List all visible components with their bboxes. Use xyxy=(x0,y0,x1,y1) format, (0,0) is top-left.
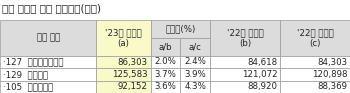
Text: 주요 직종: 주요 직종 xyxy=(36,34,60,43)
Text: 2.0%: 2.0% xyxy=(154,57,176,66)
Text: '22년 하반기
(b): '22년 하반기 (b) xyxy=(227,28,263,48)
Text: 2.4%: 2.4% xyxy=(184,57,206,66)
Bar xyxy=(150,81,180,93)
Bar xyxy=(180,56,210,68)
Bar xyxy=(280,56,350,68)
Text: '22년 상반기
(c): '22년 상반기 (c) xyxy=(297,28,333,48)
Bar xyxy=(96,81,150,93)
Text: ·105  부품조립원: ·105 부품조립원 xyxy=(3,82,53,91)
Text: 120,898: 120,898 xyxy=(312,70,347,79)
Text: 증감률(%): 증감률(%) xyxy=(165,25,195,34)
Text: ·129  작업반장: ·129 작업반장 xyxy=(3,70,48,79)
Text: ·127  단순노무종사원: ·127 단순노무종사원 xyxy=(3,57,63,66)
Bar xyxy=(150,38,180,56)
Bar xyxy=(180,68,210,81)
Text: a/b: a/b xyxy=(159,43,172,51)
Bar xyxy=(0,56,96,68)
Bar xyxy=(96,68,150,81)
Text: a/c: a/c xyxy=(189,43,202,51)
Bar xyxy=(150,68,180,81)
Text: 92,152: 92,152 xyxy=(118,82,148,91)
Bar xyxy=(210,81,280,93)
Text: 3.7%: 3.7% xyxy=(154,70,176,79)
Bar xyxy=(210,56,280,68)
Text: 3.9%: 3.9% xyxy=(184,70,206,79)
Text: 88,920: 88,920 xyxy=(247,82,277,91)
Bar xyxy=(210,68,280,81)
Bar xyxy=(180,81,210,93)
Text: 88,369: 88,369 xyxy=(317,82,347,91)
Bar xyxy=(150,20,210,38)
Bar xyxy=(96,20,150,56)
Text: 86,303: 86,303 xyxy=(118,57,148,66)
Bar xyxy=(0,20,96,56)
Text: '23년 상반기
(a): '23년 상반기 (a) xyxy=(105,28,142,48)
Bar xyxy=(280,20,350,56)
Bar xyxy=(280,68,350,81)
Bar xyxy=(96,56,150,68)
Bar xyxy=(0,68,96,81)
Text: 125,583: 125,583 xyxy=(112,70,148,79)
Bar xyxy=(210,20,280,56)
Text: 121,072: 121,072 xyxy=(241,70,277,79)
Bar xyxy=(150,56,180,68)
Text: 4.3%: 4.3% xyxy=(184,82,206,91)
Bar xyxy=(280,81,350,93)
Text: 3.6%: 3.6% xyxy=(154,82,176,91)
Text: 84,618: 84,618 xyxy=(247,57,277,66)
Bar xyxy=(0,81,96,93)
Bar xyxy=(180,38,210,56)
Text: 84,303: 84,303 xyxy=(317,57,347,66)
Text: 주요 직종별 평균 조사노임(일급): 주요 직종별 평균 조사노임(일급) xyxy=(2,3,101,13)
